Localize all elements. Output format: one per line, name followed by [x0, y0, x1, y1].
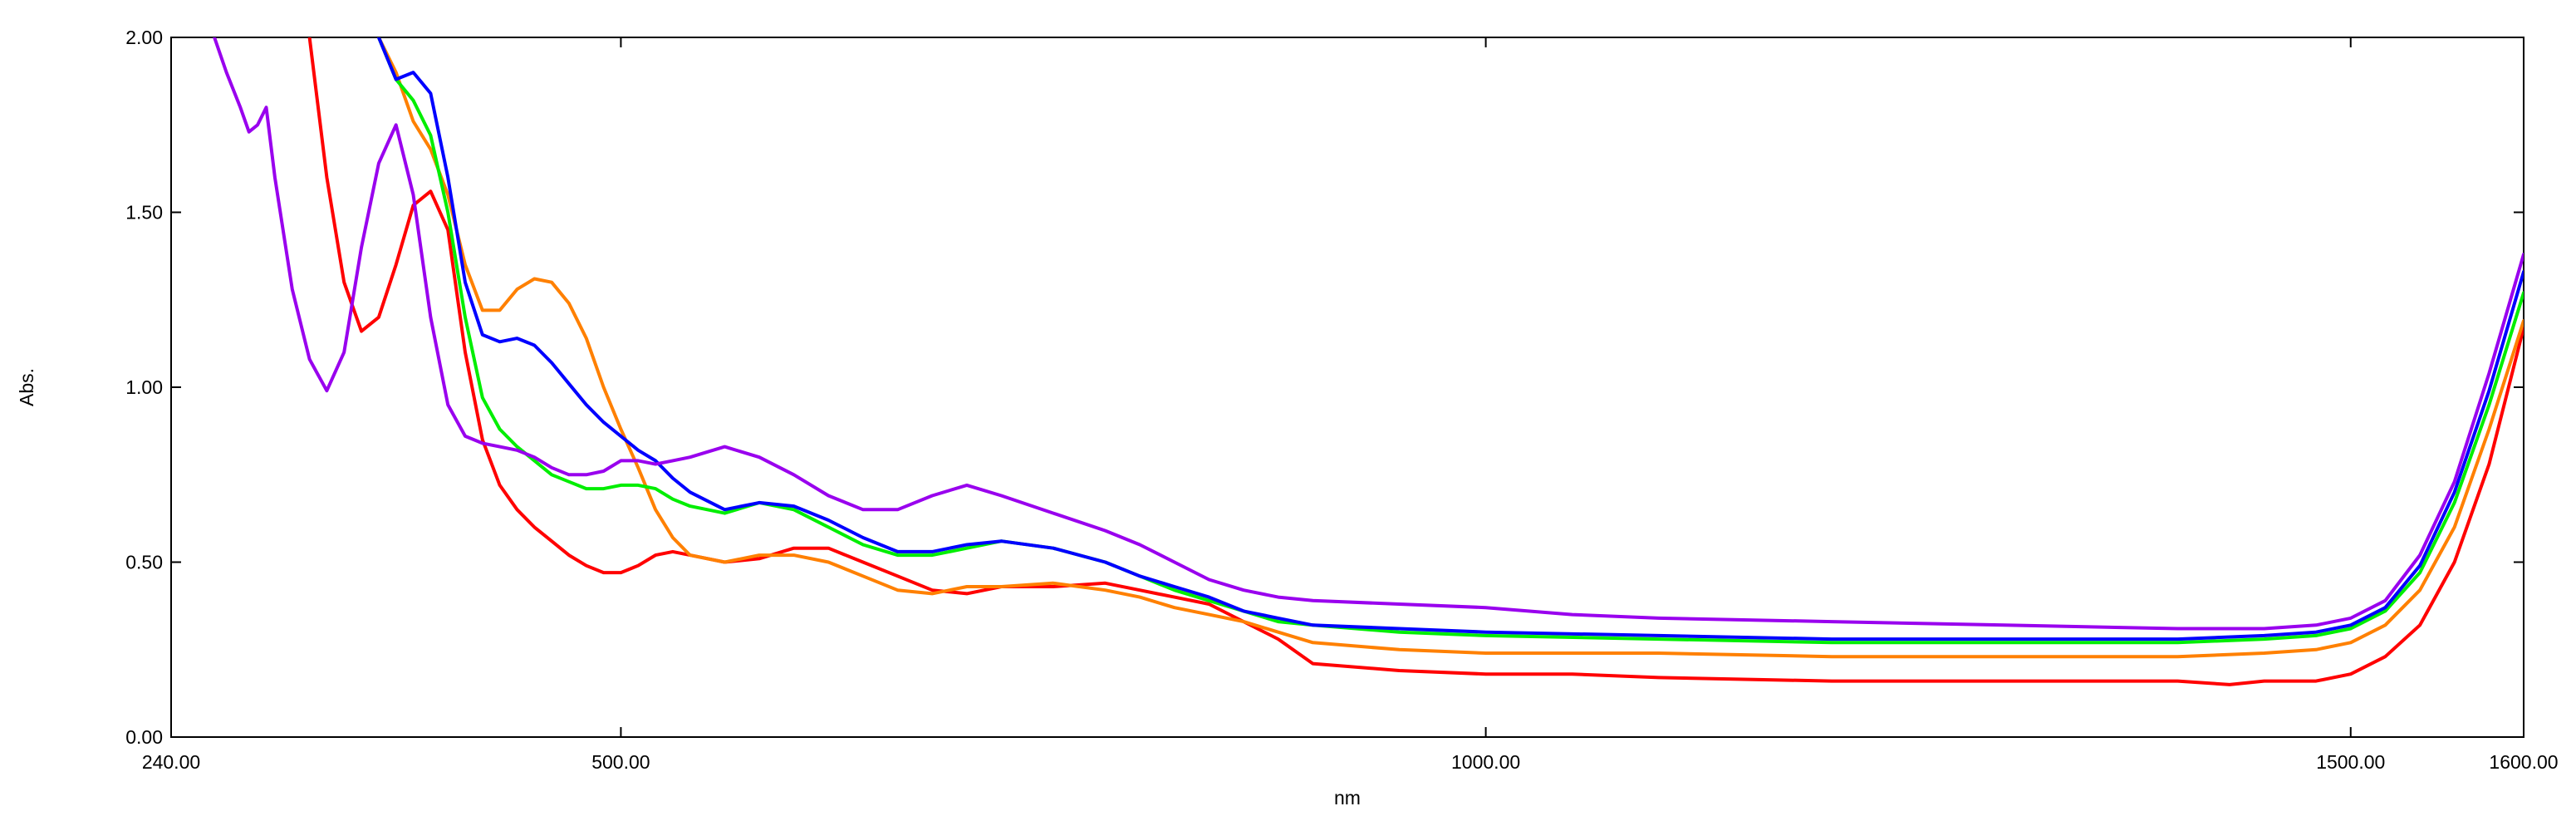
- x-tick-label: 500.00: [591, 751, 650, 773]
- x-tick-label: 1000.00: [1451, 751, 1520, 773]
- series-layer: [213, 37, 2524, 686]
- plot-frame: [170, 37, 2524, 738]
- series-line-3: [376, 37, 2524, 645]
- x-axis-title: nm: [1334, 787, 1361, 809]
- y-tick-label: 1.50: [125, 202, 163, 224]
- y-tick-label: 2.00: [125, 27, 163, 48]
- y-tick-label: 0.50: [125, 552, 163, 573]
- y-tick-label: 0.00: [125, 726, 163, 748]
- y-tick-label: 1.00: [125, 376, 163, 398]
- series-line-5: [213, 37, 2524, 631]
- axis-ticks: 240.00 500.00 1000.00 1500.00 1600.00 0.00 0.5…: [125, 27, 2558, 773]
- x-tick-label: 1600.00: [2489, 751, 2558, 773]
- x-tick-label: 240.00: [142, 751, 200, 773]
- x-tick-label: 1500.00: [2316, 751, 2385, 773]
- series-line-4: [376, 37, 2524, 641]
- series-line-2: [376, 37, 2524, 659]
- series-line-1: [307, 37, 2524, 686]
- y-axis-title: Abs.: [16, 368, 37, 406]
